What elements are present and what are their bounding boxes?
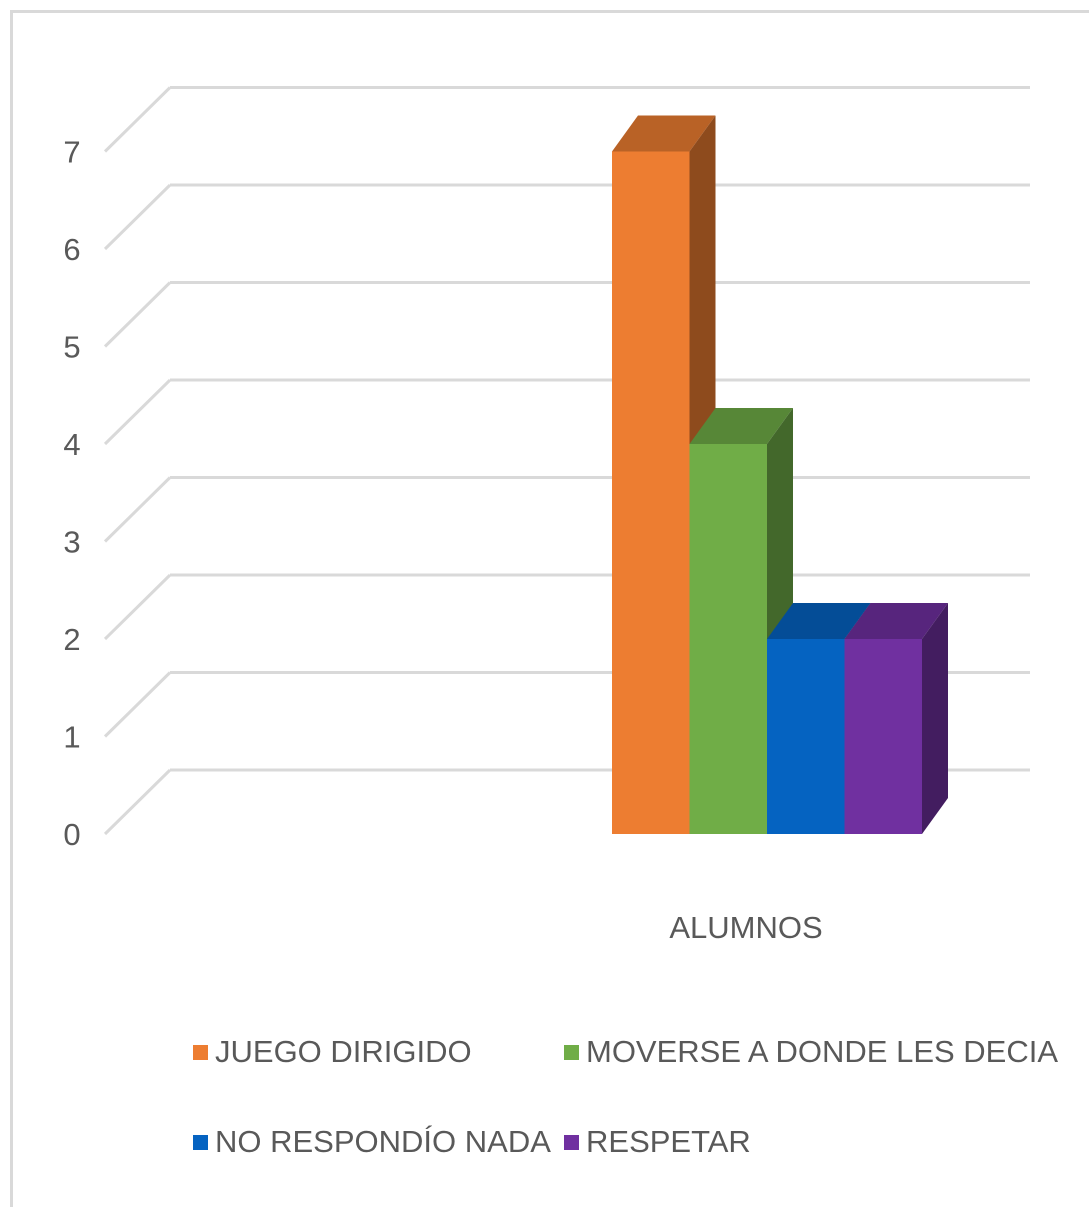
gridline-side [103,476,172,543]
x-category-label: ALUMNOS [669,910,822,945]
gridline-side [103,768,172,836]
bar-top [844,603,948,639]
y-tick-label: 5 [63,330,80,365]
bar-top [689,408,793,444]
y-tick-label: 1 [63,720,80,755]
gridline-side [103,671,172,738]
bar [689,408,793,834]
x-axis-categories: ALUMNOS [669,910,822,945]
gridline-side [103,183,172,251]
bar-front [767,639,845,834]
y-tick-label: 4 [63,427,80,462]
bar-side [922,603,948,834]
bar-front [689,444,767,834]
gridline-side [103,378,172,446]
bar-front [612,151,690,834]
y-tick-label: 6 [63,232,80,267]
y-axis-ticks: 0 1 2 3 4 5 6 7 [63,135,80,853]
gridline-side [103,86,172,153]
bar-top [612,115,716,152]
y-tick-label: 0 [63,817,80,852]
y-tick-label: 3 [63,525,80,560]
bar-top [767,603,871,639]
bars [612,115,948,834]
bar-front [844,639,922,834]
gridline-side [103,281,172,348]
gridline-side [103,573,172,641]
y-tick-label: 7 [63,135,80,170]
bar [844,603,948,834]
y-tick-label: 2 [63,622,80,657]
